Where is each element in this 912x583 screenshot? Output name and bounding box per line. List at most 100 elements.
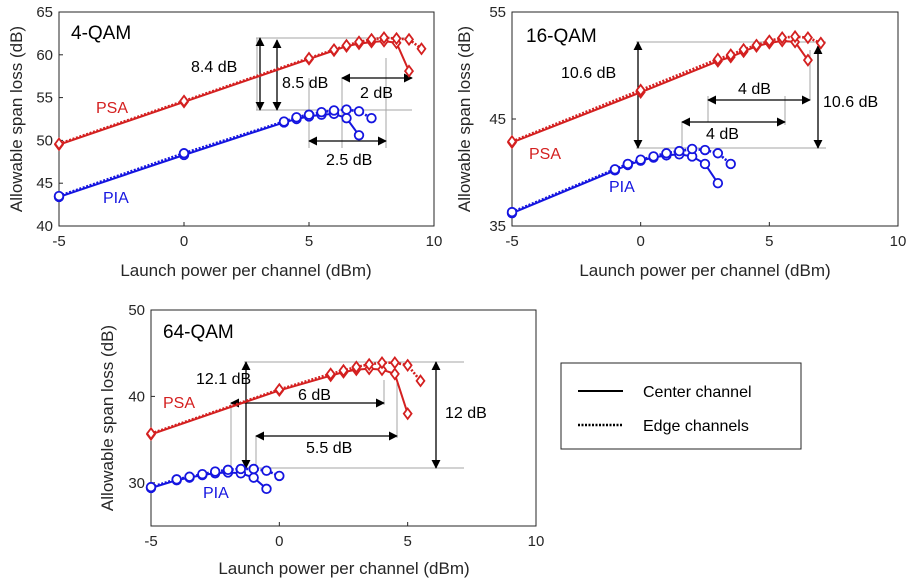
data-point-pia [328,105,340,116]
data-point-pia [366,112,377,124]
y-tick-label: 50 [128,302,145,319]
plot-area [150,309,537,527]
series-line-pia-edge [58,108,373,198]
series-line-pia-edge [150,467,280,489]
data-point-pia [274,470,285,482]
data-point-psa [725,48,736,62]
data-point-pia [316,106,327,118]
panel-title: 16-QAM [526,26,597,47]
series-label-psa: PSA [163,395,195,412]
data-point-pia [353,130,365,141]
x-tick-label: -5 [144,533,157,550]
chart-panel-4qam: -5 0 5 10 40 45 50 55 60 65 4-QAM 8.4 dB 8.5 dB 2… [7,4,442,280]
annotation-10-6-db-right: 10.6 dB [823,94,878,111]
data-point-pia [291,112,302,123]
data-point-pia [248,472,259,483]
y-tick-label: 40 [128,388,145,405]
annotation-8-4-db: 8.4 dB [191,59,237,76]
annotation-2-5-db: 2.5 dB [326,152,372,169]
legend-label-edge: Edge channels [643,418,749,435]
legend-label-center: Center channel [643,384,752,401]
x-tick-label: 10 [426,233,443,250]
data-point-psa [328,42,340,57]
data-point-pia [648,151,659,162]
data-point-pia [53,190,65,202]
data-point-pia [184,471,195,482]
data-point-psa [353,35,365,49]
annotation-4-db-lower: 4 dB [706,126,739,143]
data-point-pia [699,144,711,156]
x-axis-label: Launch power per channel (dBm) [218,559,469,578]
y-tick-label: 30 [128,475,145,492]
data-point-psa [53,137,65,151]
data-point-psa [635,83,646,97]
data-point-psa [815,36,826,50]
data-point-pia [661,148,672,159]
x-tick-label: 0 [180,233,188,250]
data-series [53,30,427,203]
data-point-psa [391,31,402,46]
annotation-5-5-db: 5.5 dB [306,440,352,457]
axis-ticks: -5 0 5 10 35 45 55 [489,4,906,250]
y-tick-label: 40 [36,218,53,235]
legend-box [560,362,802,450]
panel-title: 4-QAM [71,23,131,44]
guide-lines [230,361,464,469]
data-point-pia [222,464,234,476]
data-point-pia [712,177,724,189]
y-tick-label: 35 [489,218,506,235]
data-point-psa [378,30,390,45]
annotation-2-db: 2 dB [360,85,393,102]
data-point-psa [751,38,762,52]
data-point-psa [802,30,813,45]
data-point-psa [402,358,413,372]
data-point-psa [303,51,315,65]
data-point-pia [353,106,365,117]
data-point-pia [145,481,157,493]
x-tick-label: 5 [305,233,313,250]
annotation-10-6-db-left: 10.6 dB [561,65,616,82]
annotation-arrows [230,361,441,469]
series-line-pia-center [511,153,719,215]
data-series [506,29,826,219]
x-tick-label: 10 [528,533,545,550]
data-point-psa [325,367,336,381]
annotation-12-1-db: 12.1 dB [196,371,251,388]
data-point-pia [674,145,685,157]
data-point-psa [376,356,388,370]
data-point-psa [738,42,749,57]
data-point-psa [712,52,723,66]
data-point-psa [416,42,427,56]
y-axis-label: Allowable span loss (dB) [455,26,474,212]
annotation-arrows [255,37,413,146]
series-label-psa: PSA [96,100,128,117]
data-point-psa [376,362,388,377]
data-point-pia [622,158,634,170]
annotation-12-db: 12 dB [445,405,487,422]
x-tick-label: 5 [403,533,411,550]
data-point-psa [351,360,362,374]
y-tick-label: 55 [36,90,53,107]
series-line-psa-edge [150,361,422,435]
data-point-psa [341,38,352,53]
data-point-pia [261,483,272,495]
data-point-psa [802,53,813,67]
x-tick-label: 0 [636,233,644,250]
data-series [145,356,426,495]
y-tick-label: 45 [489,111,506,128]
data-point-pia [341,104,352,115]
data-point-psa [506,134,518,149]
data-point-pia [506,206,518,218]
data-point-pia [248,463,259,475]
axis-ticks: -5 0 5 10 40 45 50 55 60 65 [36,4,442,250]
data-point-psa [790,29,801,44]
x-tick-label: 10 [890,233,907,250]
annotation-arrows [633,41,823,149]
data-point-pia [609,164,621,175]
data-point-psa [389,367,400,381]
data-point-pia [635,154,646,165]
data-point-psa [274,382,285,397]
x-tick-label: -5 [52,233,65,250]
series-label-pia: PIA [103,190,129,207]
